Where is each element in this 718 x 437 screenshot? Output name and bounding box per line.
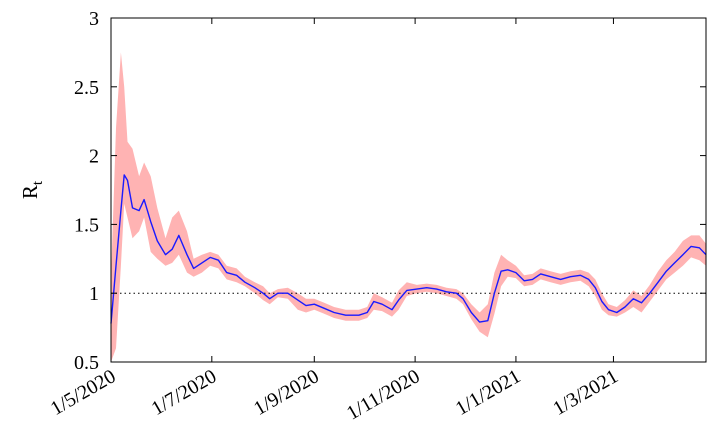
x-tick-label: 1/7/2020	[148, 365, 221, 420]
confidence-band-layer	[111, 52, 706, 363]
x-tick-label: 1/9/2020	[250, 365, 323, 420]
axes-frame	[110, 17, 707, 363]
rt-series-line	[110, 174, 707, 324]
rt-line-layer	[110, 174, 707, 324]
confidence-band	[111, 52, 706, 363]
x-tick-label: 1/3/2021	[549, 365, 622, 420]
y-tick-label: 1.5	[74, 214, 99, 236]
y-tick-label: 2	[89, 146, 99, 168]
y-tick-label: 0.5	[74, 352, 99, 374]
y-tick-label: 3	[89, 8, 99, 30]
y-axis-label-main: R	[18, 185, 42, 199]
y-axis-label-subscript: t	[30, 180, 46, 185]
plot-frame	[110, 17, 707, 363]
x-tick-label: 1/11/2020	[343, 365, 424, 424]
y-tick-label: 1	[89, 283, 99, 305]
y-axis-ticks: 0.5 1 1.5 2 2.5 3	[74, 8, 706, 374]
y-axis-label: Rt	[18, 180, 46, 199]
x-tick-label: 1/1/2021	[452, 365, 525, 420]
y-tick-label: 2.5	[74, 77, 99, 99]
